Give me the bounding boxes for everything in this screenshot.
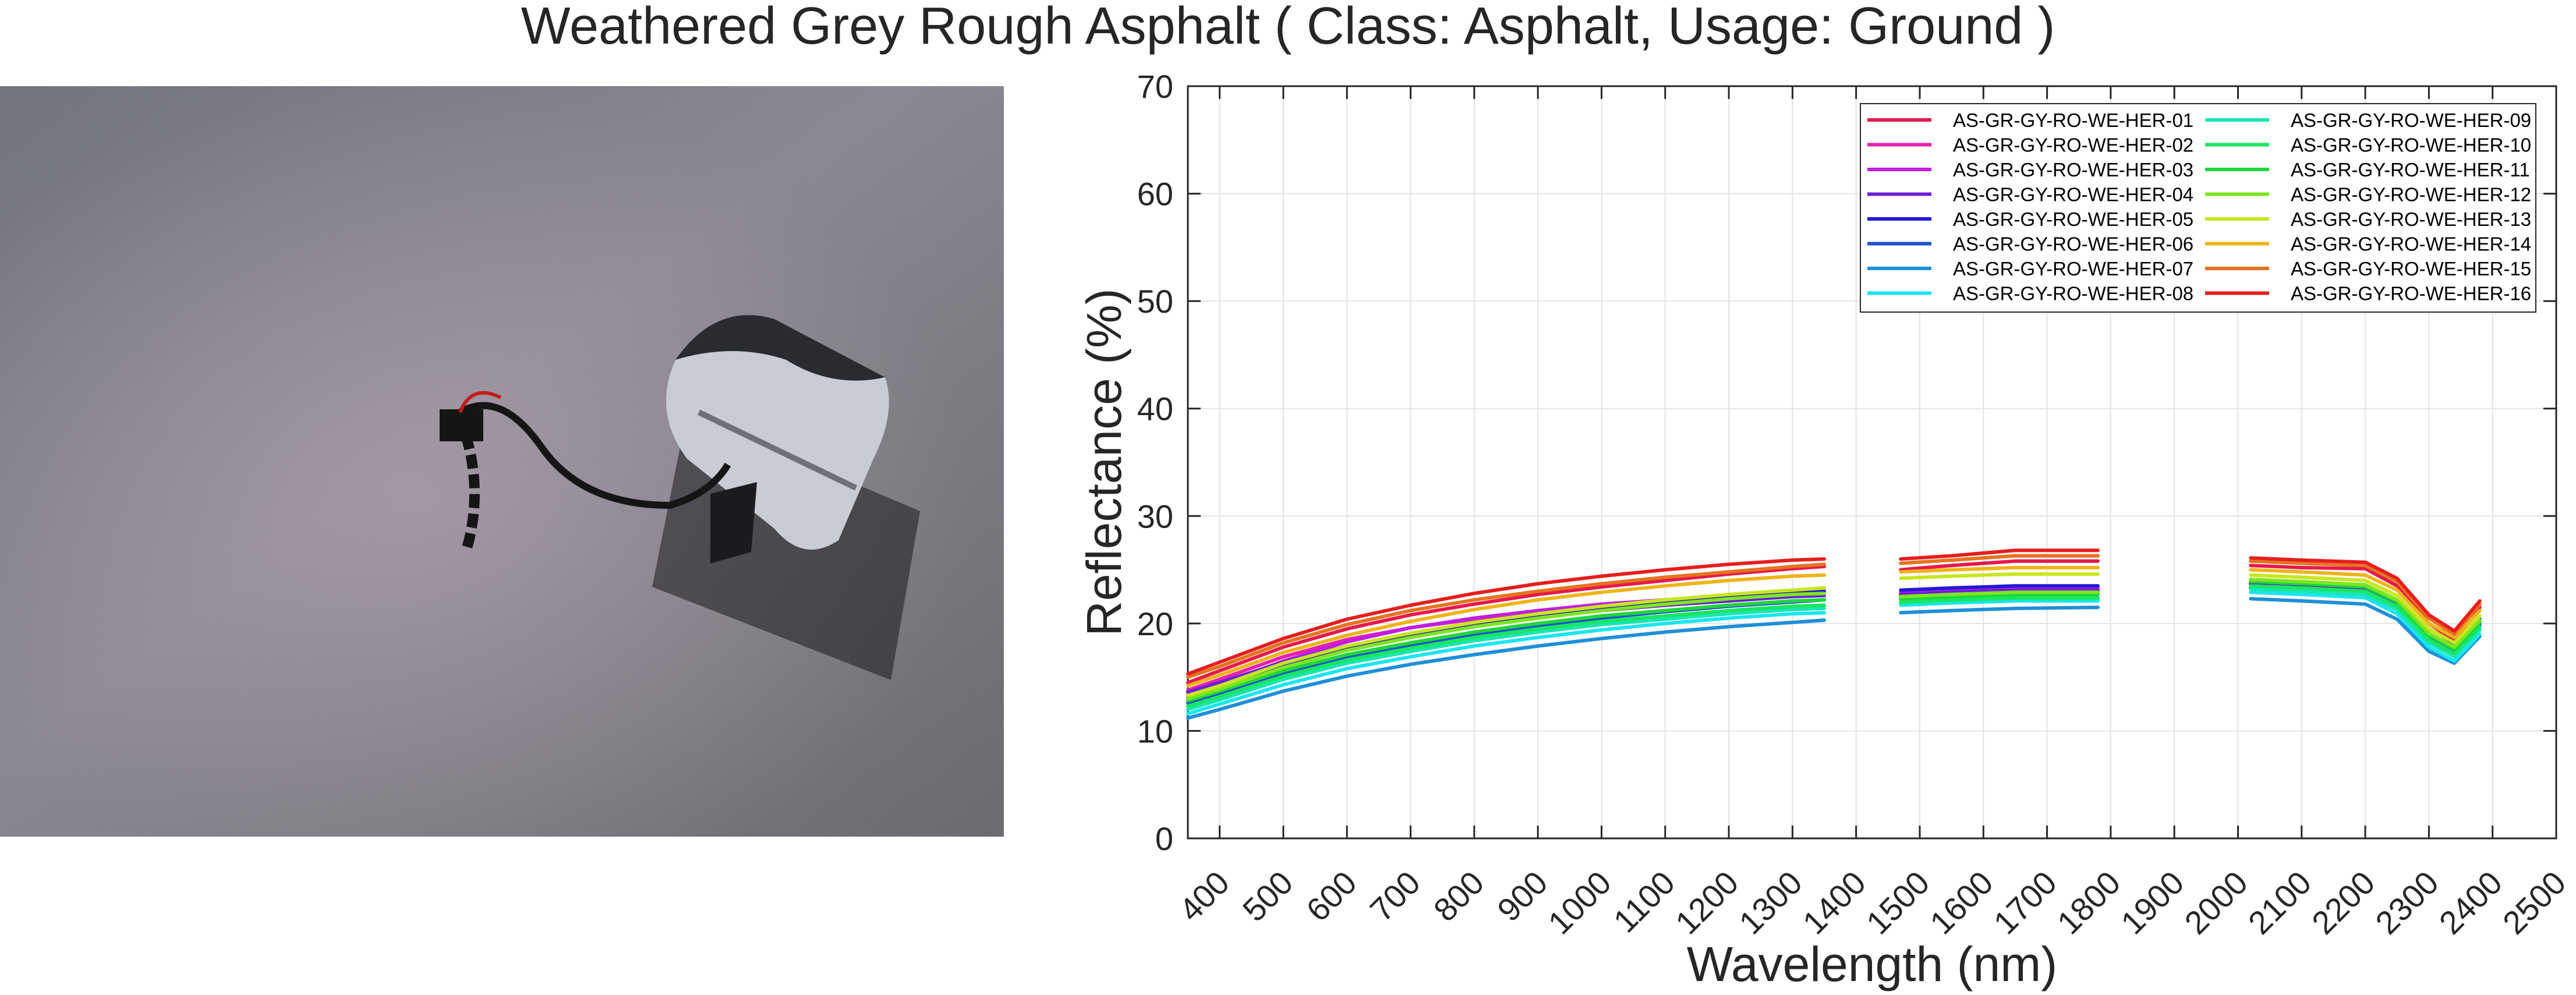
series-segment: [1186, 603, 1826, 708]
series-segment: [1899, 593, 2100, 601]
x-tick-label: 2500: [2496, 864, 2573, 941]
y-tick-label: 70: [1137, 68, 1173, 105]
series-segment: [1186, 565, 1826, 685]
series-line-14: [1186, 565, 2482, 688]
y-tick-label: 10: [1137, 713, 1173, 749]
x-tick-label: 1000: [1541, 864, 1618, 941]
x-tick-label: 1700: [1986, 864, 2064, 941]
x-tick-label: 1100: [1607, 864, 1682, 940]
series-segment: [1899, 565, 2100, 574]
series-segment: [1186, 611, 1826, 716]
x-tick-label: 2300: [2368, 864, 2446, 941]
x-tick-label: 1300: [1732, 864, 1809, 941]
y-tick-label: 50: [1137, 283, 1173, 320]
series-segment: [1186, 586, 1826, 697]
legend-label: AS-GR-GY-RO-WE-HER-09: [2291, 109, 2531, 131]
legend-label: AS-GR-GY-RO-WE-HER-02: [1953, 134, 2193, 156]
legend-label: AS-GR-GY-RO-WE-HER-01: [1953, 109, 2193, 131]
spectrometer-probe: [440, 391, 731, 554]
plot-area: [1187, 85, 2557, 840]
x-tick-label: 2100: [2241, 864, 2319, 941]
x-tick-label: 2200: [2305, 864, 2382, 941]
legend-label: AS-GR-GY-RO-WE-HER-12: [2291, 184, 2531, 206]
series-segment: [1186, 557, 1826, 676]
series-segment: [1899, 606, 2100, 615]
series-line-13: [1186, 572, 2482, 697]
x-tick-label: 700: [1363, 864, 1427, 929]
x-tick-label: 600: [1299, 864, 1364, 929]
x-tick-label: 1600: [1923, 864, 2000, 941]
series-segment: [1899, 596, 2100, 604]
series-line-16: [1186, 548, 2482, 676]
series-segment: [1186, 562, 1826, 679]
x-tick-label: 1200: [1668, 864, 1746, 941]
series-segment: [2249, 587, 2482, 659]
legend-label: AS-GR-GY-RO-WE-HER-14: [2291, 233, 2531, 255]
series-segment: [1186, 573, 1826, 688]
series-segment: [2249, 559, 2482, 636]
series-segment: [2249, 568, 2482, 639]
series-segment: [1899, 554, 2100, 565]
legend-label: AS-GR-GY-RO-WE-HER-07: [1953, 258, 2193, 279]
series-segment: [1899, 559, 2100, 572]
x-tick-label: 400: [1172, 864, 1237, 929]
series-line-06: [1186, 586, 2482, 705]
legend-label: AS-GR-GY-RO-WE-HER-05: [1953, 208, 2193, 230]
legend-label: AS-GR-GY-RO-WE-HER-16: [2291, 283, 2531, 304]
series-segment: [1186, 598, 1826, 703]
x-tick-label: 500: [1236, 864, 1300, 929]
y-tick-label: 60: [1137, 176, 1173, 213]
series-segment: [1186, 618, 1826, 720]
legend-box: [1860, 103, 2536, 313]
legend-label: AS-GR-GY-RO-WE-HER-15: [2291, 258, 2531, 279]
y-tick-label: 0: [1155, 820, 1173, 857]
y-tick-label: 30: [1137, 498, 1173, 534]
series-segment: [2249, 584, 2482, 656]
page-title: Weathered Grey Rough Asphalt ( Class: As…: [521, 0, 2055, 55]
series-segment: [1899, 599, 2100, 607]
x-tick-label: 1400: [1796, 864, 1873, 941]
series-segment: [1186, 592, 1826, 701]
y-tick-label: 20: [1137, 606, 1173, 642]
series-segment: [2249, 597, 2482, 665]
series-line-15: [1186, 554, 2482, 679]
series-segment: [1899, 588, 2100, 596]
x-axis-label: Wavelength (nm): [1687, 937, 2057, 992]
series-segment: [2249, 578, 2482, 649]
series-segment: [1899, 548, 2100, 561]
y-axis-label: Reflectance (%): [1077, 288, 1131, 636]
legend-label: AS-GR-GY-RO-WE-HER-03: [1953, 159, 2193, 180]
series-segment: [1899, 584, 2100, 592]
legend-label: AS-GR-GY-RO-WE-HER-11: [2291, 159, 2530, 180]
legend: AS-GR-GY-RO-WE-HER-01 AS-GR-GY-RO-WE-HER-…: [1860, 103, 2536, 313]
series-segment: [1186, 607, 1826, 711]
legend-label: AS-GR-GY-RO-WE-HER-13: [2291, 208, 2531, 230]
x-tick-label: 1800: [2050, 864, 2128, 941]
x-tick-label: 1500: [1859, 864, 1937, 941]
asphalt-photo: [0, 86, 1004, 837]
y-tick-label: 40: [1137, 391, 1173, 427]
x-tick-label: 800: [1427, 864, 1491, 929]
x-tick-label: 2000: [2177, 864, 2255, 941]
x-tick-label: 1900: [2114, 864, 2191, 941]
series-line-08: [1186, 590, 2482, 716]
legend-label: AS-GR-GY-RO-WE-HER-08: [1953, 283, 2193, 304]
series-line-10: [1186, 584, 2482, 708]
series-line-12: [1186, 578, 2482, 701]
x-tick-label: 2400: [2432, 864, 2510, 941]
series-segment: [2249, 556, 2482, 633]
legend-label: AS-GR-GY-RO-WE-HER-10: [2291, 134, 2531, 156]
series-segment: [1899, 586, 2100, 594]
legend-label: AS-GR-GY-RO-WE-HER-06: [1953, 233, 2193, 255]
series-layer: [1186, 548, 2482, 720]
series-segment: [1899, 572, 2100, 580]
series-line-07: [1186, 597, 2482, 720]
series-segment: [2249, 573, 2482, 645]
series-segment: [1899, 590, 2100, 599]
legend-label: AS-GR-GY-RO-WE-HER-04: [1953, 184, 2193, 206]
series-segment: [2249, 590, 2482, 663]
